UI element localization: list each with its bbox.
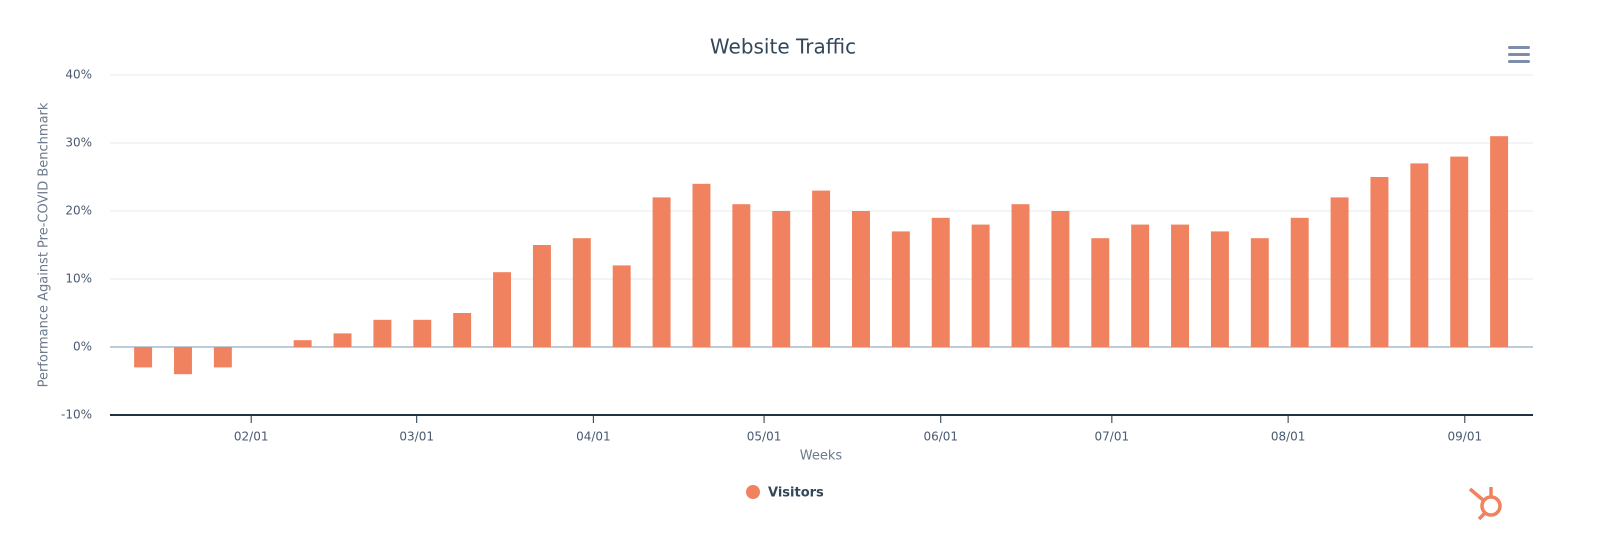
menu-bar: [1508, 46, 1530, 49]
menu-bar: [1508, 53, 1530, 56]
bar: [1250, 238, 1269, 347]
bar: [612, 265, 631, 347]
x-tick-label: 03/01: [399, 430, 434, 444]
bar: [692, 183, 711, 347]
bar: [891, 231, 910, 347]
bar: [493, 272, 512, 347]
bar: [413, 319, 432, 347]
legend-marker: [746, 485, 760, 499]
bar: [213, 347, 232, 368]
bar: [1051, 211, 1070, 347]
menu-bar: [1508, 60, 1530, 63]
bar: [174, 347, 192, 375]
x-axis-title: Weeks: [800, 449, 843, 464]
y-tick-label: 10%: [65, 272, 92, 286]
bar: [971, 224, 990, 347]
logo-arm: [1468, 487, 1485, 502]
bar: [1210, 231, 1229, 347]
bar: [1330, 197, 1349, 347]
logo-arm: [1477, 511, 1487, 521]
x-tick-label: 09/01: [1448, 430, 1483, 444]
logo-ring: [1480, 495, 1502, 517]
x-tick-label: 07/01: [1095, 430, 1130, 444]
bar: [1091, 238, 1110, 347]
bar: [532, 245, 551, 347]
x-tick-label: 05/01: [747, 430, 782, 444]
x-tick-label: 06/01: [923, 430, 958, 444]
y-tick-label: 20%: [65, 204, 92, 218]
bar: [772, 211, 791, 347]
bar: [134, 347, 153, 368]
bar: [652, 197, 671, 347]
logo: [1468, 487, 1502, 521]
y-tick-label: 40%: [65, 68, 92, 82]
bar: [1131, 224, 1150, 347]
bar: [293, 340, 312, 347]
bar: [852, 211, 870, 347]
y-tick-label: 0%: [73, 340, 92, 354]
bar: [333, 333, 352, 347]
menu-icon[interactable]: [1508, 46, 1530, 63]
bar: [1290, 217, 1309, 347]
y-tick-label: -10%: [61, 408, 92, 422]
bar: [453, 313, 472, 347]
bar: [373, 319, 392, 347]
chart-title: Website Traffic: [710, 35, 856, 59]
legend-label: Visitors: [768, 486, 824, 501]
x-tick-label: 02/01: [234, 430, 269, 444]
y-axis-title: Performance Against Pre-COVID Benchmark: [37, 102, 52, 387]
x-tick-label: 08/01: [1271, 430, 1306, 444]
y-tick-label: 30%: [65, 136, 92, 150]
bar: [1011, 204, 1030, 347]
bar: [931, 217, 950, 347]
bar: [732, 204, 751, 347]
bar: [1450, 156, 1469, 347]
bar: [1490, 136, 1509, 347]
bar: [1370, 177, 1389, 347]
x-tick-label: 04/01: [576, 430, 611, 444]
bar: [572, 238, 591, 347]
bar: [1410, 163, 1429, 347]
bar: [1171, 224, 1190, 347]
bar: [812, 190, 831, 347]
